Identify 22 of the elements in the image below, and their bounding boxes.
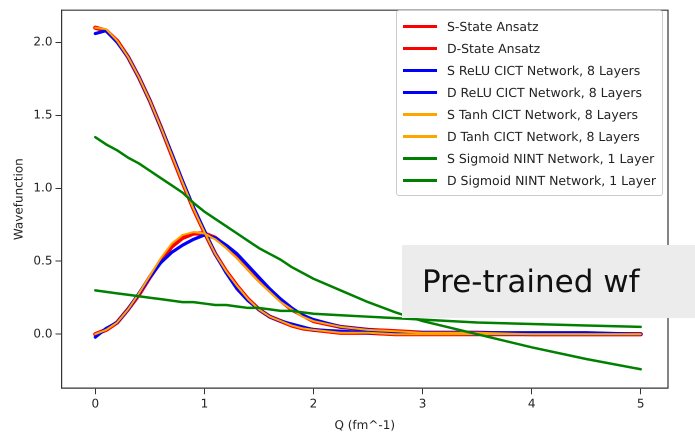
x-axis-title: Q (fm^-1) xyxy=(334,418,396,432)
x-tick-label: 1 xyxy=(200,396,208,411)
legend-label: S ReLU CICT Network, 8 Layers xyxy=(446,62,640,78)
legend-label: S Tanh CICT Network, 8 Layers xyxy=(446,106,638,122)
annotation: Pre-trained wf xyxy=(402,245,695,318)
x-tick-label: 5 xyxy=(636,396,645,411)
legend-label: D ReLU CICT Network, 8 Layers xyxy=(446,84,642,100)
x-tick-label: 0 xyxy=(91,396,100,411)
y-tick-label: 1.0 xyxy=(33,180,52,194)
x-tick-label: 3 xyxy=(418,396,426,411)
legend-label: D Tanh CICT Network, 8 Layers xyxy=(446,128,640,144)
y-tick-label: 2.0 xyxy=(33,34,52,48)
x-tick-label: 2 xyxy=(310,396,318,411)
y-axis-title: Wavefunction xyxy=(11,158,26,240)
legend-label: D Sigmoid NINT Network, 1 Layer xyxy=(446,172,656,188)
x-tick-label: 4 xyxy=(528,396,536,411)
legend-label: S-State Ansatz xyxy=(446,18,539,34)
y-tick-label: 1.5 xyxy=(33,107,52,122)
legend-label: D-State Ansatz xyxy=(446,40,540,56)
y-tick-label: 0.5 xyxy=(33,253,52,268)
y-tick-label: 0.0 xyxy=(33,326,52,340)
legend-label: S Sigmoid NINT Network, 1 Layer xyxy=(446,150,654,166)
